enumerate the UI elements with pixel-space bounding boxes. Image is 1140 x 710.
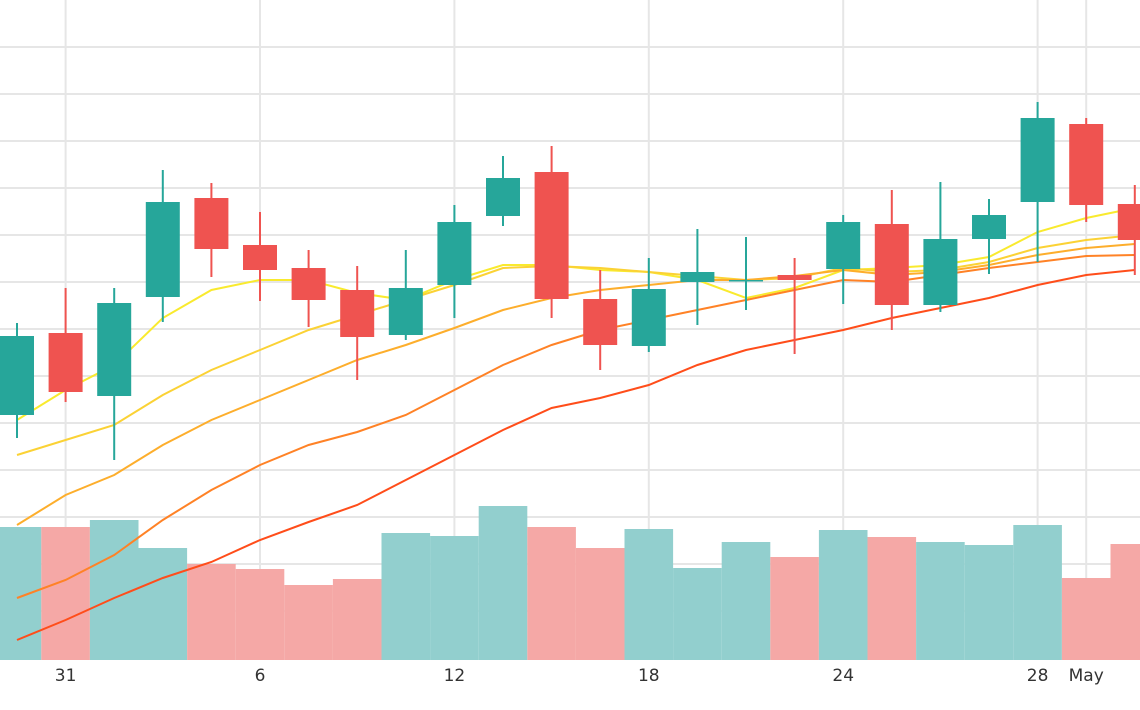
volume-bar xyxy=(818,530,868,660)
candle-body xyxy=(972,215,1006,239)
x-tick-label: 6 xyxy=(255,666,266,686)
volume-bar xyxy=(964,545,1014,660)
candle-body xyxy=(486,178,520,216)
candles xyxy=(0,102,1140,460)
candle-body xyxy=(1020,118,1055,202)
candle-body xyxy=(145,202,180,297)
candle-body xyxy=(923,239,958,305)
candle-body xyxy=(631,289,666,346)
volume-bar xyxy=(381,533,431,660)
candle-body xyxy=(437,222,472,285)
volume-bar xyxy=(284,585,333,660)
volume-bar xyxy=(138,548,188,660)
volume-bar xyxy=(1061,578,1111,660)
x-tick-label: 31 xyxy=(55,666,77,686)
candle-body xyxy=(534,172,569,299)
candle-body xyxy=(48,333,83,392)
x-tick-label: 24 xyxy=(832,666,854,686)
candle-body xyxy=(826,222,861,269)
moving-average-line xyxy=(16,207,1136,421)
volume-bar xyxy=(235,569,285,660)
candle-body xyxy=(291,268,326,300)
candle-body xyxy=(340,290,375,337)
volume-bar xyxy=(0,527,42,660)
candle-body xyxy=(777,275,812,280)
volume-bar xyxy=(1110,544,1140,660)
candle-body xyxy=(680,272,715,282)
volume-bar xyxy=(1013,525,1062,660)
candle-body xyxy=(97,303,132,396)
volume-bar xyxy=(575,548,625,660)
volume-bar xyxy=(673,568,722,660)
candle-body xyxy=(874,224,909,305)
candle-body xyxy=(1069,124,1104,205)
volume-bar xyxy=(770,557,819,660)
volume-bar xyxy=(41,527,90,660)
volume-bar xyxy=(332,579,382,660)
candle-body xyxy=(194,198,229,249)
volume-bar xyxy=(867,537,917,660)
volume xyxy=(0,506,1140,660)
volume-bar xyxy=(624,529,674,660)
moving-average-line xyxy=(16,269,1135,641)
volume-bar xyxy=(721,542,771,660)
x-tick-label: 18 xyxy=(638,666,660,686)
x-tick-label: May xyxy=(1069,666,1104,686)
candle-body xyxy=(1117,204,1140,240)
volume-bar xyxy=(478,506,528,660)
candle-body xyxy=(729,280,763,282)
volume-bar xyxy=(527,527,576,660)
candle-body xyxy=(0,336,34,415)
candle-body xyxy=(583,299,618,345)
volume-bar xyxy=(916,542,965,660)
volume-bar xyxy=(187,564,236,660)
candle-body xyxy=(243,245,277,270)
x-axis: 31 6 12 18 24 28 May xyxy=(55,666,1104,686)
x-tick-label: 28 xyxy=(1027,666,1049,686)
volume-bar xyxy=(430,536,479,660)
candle-body xyxy=(388,288,423,335)
x-tick-label: 12 xyxy=(444,666,466,686)
